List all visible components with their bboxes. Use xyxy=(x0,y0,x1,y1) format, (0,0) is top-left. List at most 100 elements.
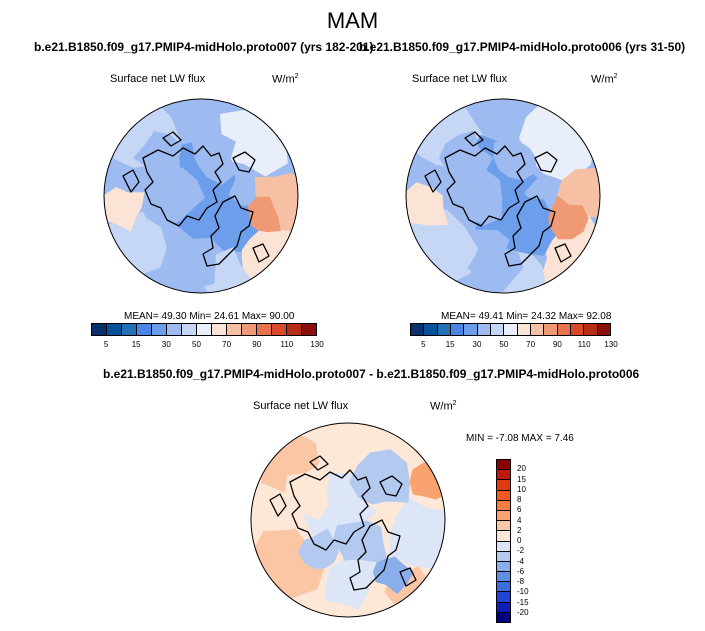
colorbar-swatch xyxy=(530,324,545,335)
colorbar-tick-label: 130 xyxy=(604,340,618,349)
panel-3-colorbar-labels: 20 15 10 8 6 4 2 0 -2 -4 -6 -8 -10 -15 -20 xyxy=(517,459,547,623)
panel-2-units-base: W/m xyxy=(591,73,614,86)
colorbar-swatch xyxy=(497,521,510,532)
colorbar-tick-label: 15 xyxy=(517,474,526,484)
colorbar-swatch xyxy=(490,324,505,335)
colorbar-swatch xyxy=(242,324,257,335)
colorbar-swatch xyxy=(504,324,518,335)
panel-3-variable: Surface net LW flux xyxy=(253,400,349,412)
colorbar-swatch xyxy=(497,531,510,542)
colorbar-swatch xyxy=(517,324,531,335)
panel-1-colorbar-labels: 5 15 30 50 70 90 110 130 xyxy=(91,340,324,352)
colorbar-swatch xyxy=(497,602,510,613)
panel-3-stats: MIN = -7.08 MAX = 7.46 xyxy=(466,433,574,444)
colorbar-swatch xyxy=(424,324,438,335)
colorbar-swatch xyxy=(287,324,302,335)
colorbar-swatch xyxy=(497,460,510,471)
colorbar-swatch xyxy=(437,324,451,335)
colorbar-tick-label: 30 xyxy=(472,340,482,349)
colorbar-tick-label: 15 xyxy=(445,340,455,349)
colorbar-tick-label: 90 xyxy=(252,340,262,349)
colorbar-tick-label: 70 xyxy=(526,340,536,349)
colorbar-tick-label: 10 xyxy=(517,484,526,494)
colorbar-swatch xyxy=(497,480,510,491)
colorbar-tick-label: 6 xyxy=(517,505,522,515)
colorbar-tick-label: 4 xyxy=(517,515,522,525)
colorbar-swatch xyxy=(584,324,598,335)
colorbar-swatch xyxy=(107,324,122,335)
colorbar-tick-label: 110 xyxy=(280,340,294,349)
colorbar-swatch xyxy=(497,541,510,552)
colorbar-swatch xyxy=(167,324,182,335)
colorbar-tick-label: 70 xyxy=(222,340,232,349)
panel-3-units-exp: 2 xyxy=(452,400,457,407)
colorbar-swatch xyxy=(497,572,510,583)
colorbar-tick-label: 50 xyxy=(192,340,201,349)
colorbar-tick-label: 0 xyxy=(517,536,522,545)
colorbar-swatch xyxy=(92,324,107,335)
colorbar-swatch xyxy=(557,324,571,335)
colorbar-swatch xyxy=(497,561,510,573)
colorbar-swatch xyxy=(570,324,585,335)
colorbar-swatch xyxy=(152,324,167,335)
panel-2-map xyxy=(405,98,601,294)
panel-2-title: b.e21.B1850.f09_g17.PMIP4-midHolo.proto0… xyxy=(359,40,686,54)
colorbar-swatch xyxy=(227,324,242,335)
colorbar-tick-label: 5 xyxy=(421,340,426,349)
colorbar-tick-label: 8 xyxy=(517,495,522,504)
colorbar-swatch xyxy=(497,470,510,481)
panel-2-stats: MEAN= 49.41 Min= 24.32 Max= 92.08 xyxy=(441,311,612,322)
panel-2-units-exp: 2 xyxy=(613,73,618,80)
panel-3-colorbar xyxy=(496,459,511,623)
colorbar-swatch xyxy=(497,500,510,511)
colorbar-tick-label: -8 xyxy=(517,577,525,586)
panel-1-colorbar xyxy=(91,323,317,336)
colorbar-tick-label: 90 xyxy=(552,340,562,349)
panel-1-title: b.e21.B1850.f09_g17.PMIP4-midHolo.proto0… xyxy=(34,40,374,54)
panel-2-variable: Surface net LW flux xyxy=(412,73,508,85)
panel-3-units-base: W/m xyxy=(430,400,453,413)
colorbar-tick-label: -10 xyxy=(517,587,529,597)
colorbar-swatch xyxy=(497,582,510,593)
panel-2-colorbar-labels: 5 15 30 50 70 90 110 130 xyxy=(410,340,618,352)
colorbar-tick-label: -4 xyxy=(517,556,525,566)
colorbar-swatch xyxy=(302,324,316,335)
panel-1-map xyxy=(103,98,299,294)
colorbar-swatch xyxy=(497,612,510,622)
panel-1-variable: Surface net LW flux xyxy=(110,73,206,85)
colorbar-tick-label: 50 xyxy=(499,340,509,349)
colorbar-swatch xyxy=(477,324,491,335)
panel-1-units: W/m2 xyxy=(272,73,299,86)
panel-2-colorbar xyxy=(410,323,611,336)
panel-3-title: b.e21.B1850.f09_g17.PMIP4-midHolo.proto0… xyxy=(103,367,640,381)
colorbar-swatch xyxy=(450,324,465,335)
colorbar-swatch xyxy=(272,324,287,335)
colorbar-swatch xyxy=(597,324,610,335)
panel-3-map xyxy=(250,422,446,618)
colorbar-tick-label: -15 xyxy=(517,597,529,607)
colorbar-swatch xyxy=(497,551,510,562)
panel-3-units: W/m2 xyxy=(430,400,457,413)
panel-1-units-exp: 2 xyxy=(294,73,299,80)
colorbar-tick-label: 2 xyxy=(517,525,522,535)
colorbar-tick-label: -6 xyxy=(517,566,525,576)
colorbar-swatch xyxy=(544,324,558,335)
colorbar-swatch xyxy=(497,592,510,603)
colorbar-swatch xyxy=(411,324,425,335)
colorbar-swatch xyxy=(122,324,137,335)
panel-1-units-base: W/m xyxy=(272,73,295,86)
colorbar-swatch xyxy=(497,510,510,522)
colorbar-swatch xyxy=(137,324,152,335)
colorbar-tick-label: 20 xyxy=(517,464,526,474)
colorbar-swatch xyxy=(464,324,478,335)
colorbar-swatch xyxy=(497,490,510,501)
colorbar-tick-label: 30 xyxy=(161,340,171,349)
panel-2-units: W/m2 xyxy=(591,73,618,86)
panel-1-stats: MEAN= 49.30 Min= 24.61 Max= 90.00 xyxy=(124,311,295,322)
season-title: MAM xyxy=(326,8,379,33)
colorbar-swatch xyxy=(257,324,272,335)
colorbar-tick-label: -2 xyxy=(517,546,525,556)
colorbar-tick-label: 5 xyxy=(103,340,109,349)
colorbar-swatch xyxy=(197,324,212,335)
colorbar-swatch xyxy=(212,324,227,335)
